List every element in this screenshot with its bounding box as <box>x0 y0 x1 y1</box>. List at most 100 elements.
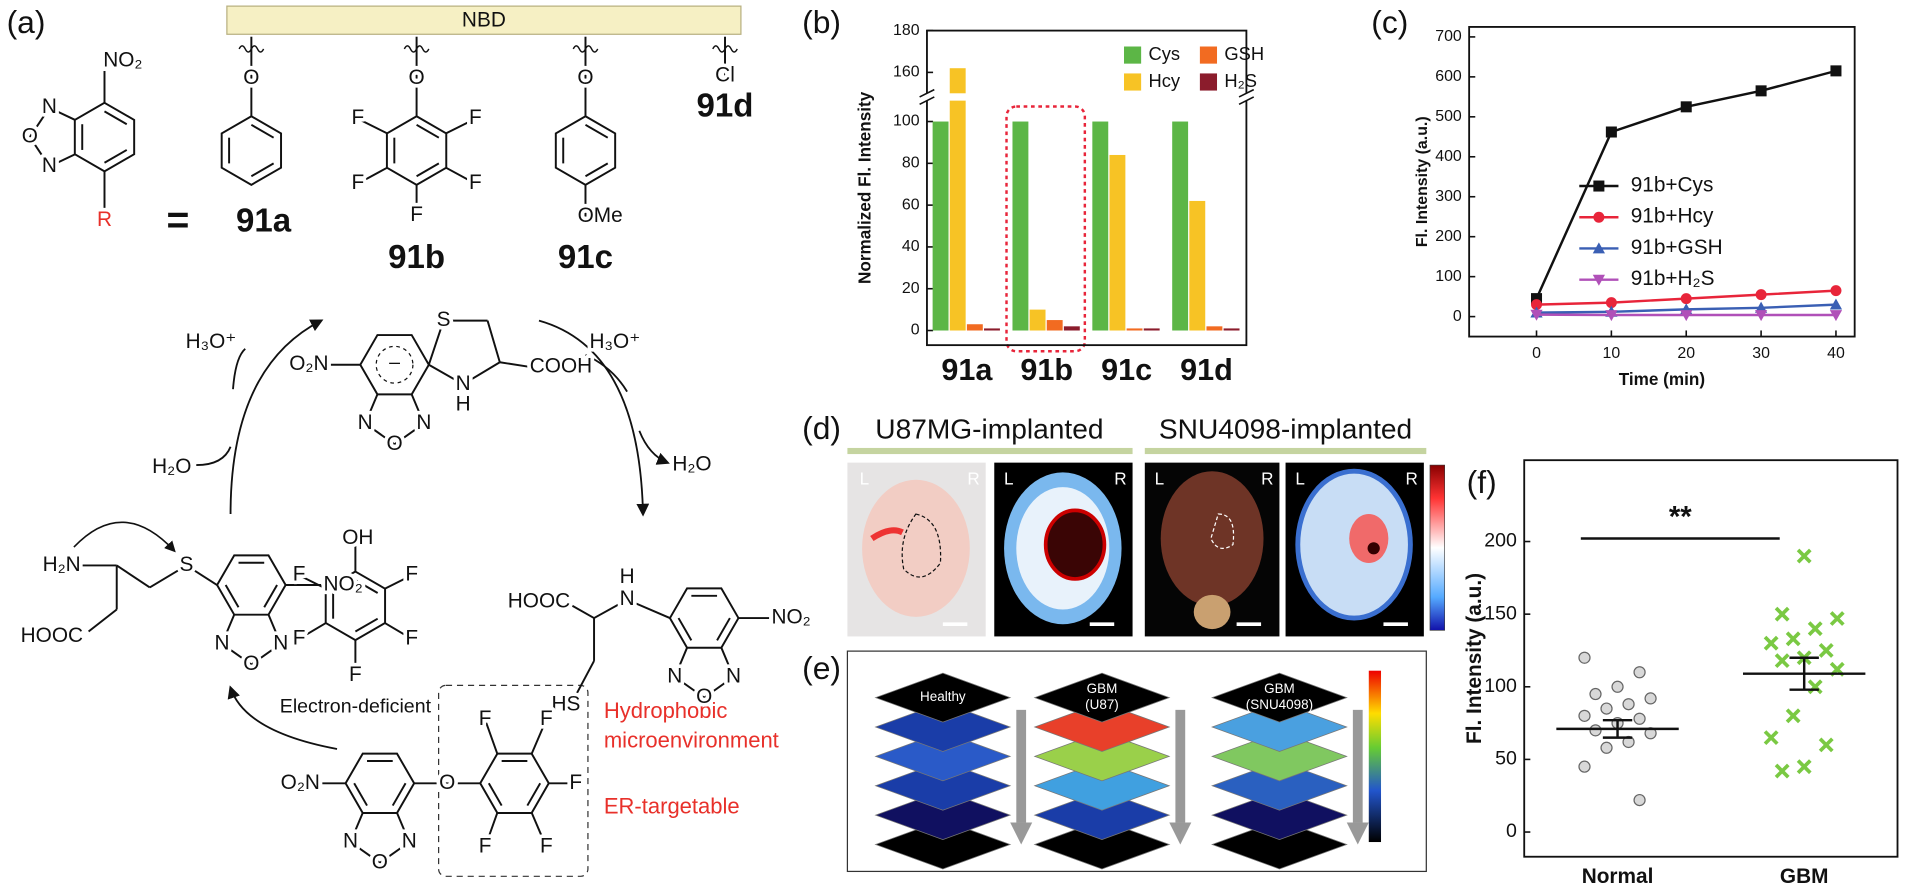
bond <box>298 574 327 590</box>
side-label: L <box>860 468 870 488</box>
marker <box>1763 635 1779 651</box>
marker <box>1605 126 1617 138</box>
marker <box>1593 211 1605 223</box>
x-tick-label: GBM <box>1780 865 1829 888</box>
atom-label: F <box>405 626 418 649</box>
x-tick-label: 91a <box>941 353 993 387</box>
bond <box>703 676 735 699</box>
atom-label: O <box>22 125 38 148</box>
arrow <box>232 348 246 390</box>
y-tick-label: 0 <box>911 322 920 339</box>
y-tick-label: 150 <box>1484 602 1517 624</box>
axis-break-mark <box>1238 96 1255 106</box>
image-layer <box>1033 819 1171 870</box>
y-tick-label: 20 <box>902 280 920 297</box>
stack-label: (SNU4098) <box>1246 697 1313 712</box>
bar <box>1172 121 1189 331</box>
marker <box>1754 301 1768 313</box>
y-tick-label: 100 <box>893 113 920 130</box>
bond <box>379 841 410 864</box>
marker <box>1605 310 1618 322</box>
marker <box>1600 741 1613 754</box>
side-label: L <box>1004 468 1014 488</box>
marker <box>1763 730 1779 746</box>
legend-label: H₂S <box>1224 70 1257 91</box>
image-layer <box>874 819 1012 870</box>
side-label: R <box>967 468 979 488</box>
bond <box>416 162 440 178</box>
bond <box>396 812 411 843</box>
atom-label: OH <box>342 526 373 549</box>
ring <box>215 554 287 616</box>
marker <box>1531 293 1543 305</box>
bar <box>1206 326 1223 331</box>
marker <box>1589 724 1602 737</box>
stack-arrow-head <box>1346 822 1369 845</box>
note: Electron-deficient <box>280 696 432 718</box>
image-layer <box>1033 790 1171 840</box>
nbd-bar <box>226 5 742 35</box>
bond <box>384 622 413 640</box>
stack-arrow <box>1016 709 1027 823</box>
image-layer <box>874 731 1012 782</box>
marker <box>1578 709 1591 722</box>
marker <box>1755 289 1767 301</box>
error-bar <box>1602 718 1633 739</box>
bond <box>29 107 51 138</box>
side-label: R <box>1114 468 1126 488</box>
ring <box>668 587 740 649</box>
panel-label: (f) <box>1467 464 1497 500</box>
atom-label: O <box>243 652 259 675</box>
dashed-box <box>438 684 589 877</box>
atom-label: N <box>667 664 682 687</box>
bar <box>1109 154 1126 331</box>
atom-label: O <box>372 850 388 873</box>
y-tick-label: 300 <box>1435 188 1462 205</box>
wavy-bond <box>403 45 430 53</box>
bond <box>584 123 609 139</box>
bond <box>484 812 499 848</box>
y-axis-label: Normalized Fl. Intensity <box>854 91 874 284</box>
bond <box>298 622 327 640</box>
axis-break <box>917 93 1257 101</box>
marker <box>1605 297 1617 309</box>
image-layer <box>1211 819 1348 870</box>
colorbar <box>1368 670 1382 843</box>
bond <box>221 614 236 645</box>
plot-frame <box>1523 459 1899 858</box>
stack-label: (U87) <box>1085 697 1119 712</box>
atom-label: N <box>214 631 229 654</box>
arrow <box>196 446 232 467</box>
arrow <box>227 685 338 750</box>
atom-label: N <box>42 95 57 118</box>
legend-label: 91b+GSH <box>1631 236 1723 259</box>
bond <box>221 642 252 666</box>
equals: = <box>166 199 189 242</box>
group-bar <box>847 447 1133 455</box>
arrow <box>538 319 650 517</box>
panel-label: (b) <box>802 4 841 40</box>
bar <box>1223 328 1240 331</box>
atom-label: H <box>620 565 635 588</box>
bond <box>250 642 282 666</box>
atom-label: F <box>540 707 553 730</box>
side-label: R <box>1261 468 1273 488</box>
bond <box>48 106 76 121</box>
stack-arrow-head <box>1169 822 1192 845</box>
y-tick-label: 100 <box>1435 268 1462 285</box>
marker <box>1622 698 1635 711</box>
bond <box>29 136 51 167</box>
bond <box>486 320 501 363</box>
bond <box>584 162 609 178</box>
marker <box>1774 763 1790 779</box>
note: Hydrophobic <box>604 698 728 723</box>
y-tick-label: 200 <box>1435 228 1462 245</box>
image-layer <box>874 760 1012 811</box>
atom-label: N <box>343 830 358 853</box>
panel-label: (a) <box>7 4 46 40</box>
bond <box>530 812 548 848</box>
panel-label: (d) <box>802 410 841 446</box>
x-tick-label: 91b <box>1020 353 1073 387</box>
bond <box>149 564 187 589</box>
